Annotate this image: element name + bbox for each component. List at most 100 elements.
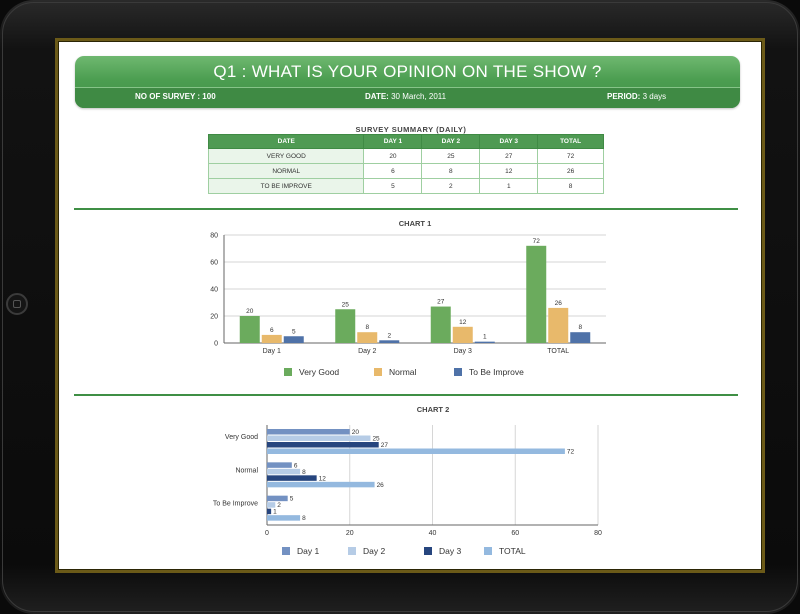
bar-total — [267, 481, 375, 488]
summary-header-cell: TOTAL — [537, 134, 604, 149]
survey-period: PERIOD: 3 days — [607, 92, 666, 101]
data-label: 1 — [273, 509, 277, 516]
data-label: 5 — [292, 328, 296, 335]
legend-swatch — [348, 547, 356, 555]
summary-header-cell: DAY 3 — [479, 134, 539, 149]
survey-period-value: 3 days — [642, 92, 667, 101]
legend-label: Day 3 — [439, 546, 461, 556]
header-info-bar: NO OF SURVEY : 100 DATE: 30 March, 2011 … — [75, 87, 740, 108]
legend-swatch — [374, 368, 382, 376]
bar-to-be-improve — [474, 341, 495, 343]
data-label: 8 — [302, 469, 306, 476]
table-cell: 8 — [421, 163, 481, 179]
data-label: 25 — [342, 301, 350, 308]
x-tick-label: 60 — [511, 530, 519, 537]
summary-header-row: DATE DAY 1 DAY 2 DAY 3 TOTAL — [207, 134, 604, 149]
summary-table: DATE DAY 1 DAY 2 DAY 3 TOTAL VERY GOOD 2… — [207, 134, 604, 194]
summary-header-cell: DAY 2 — [421, 134, 481, 149]
row-label: TO BE IMPROVE — [207, 178, 365, 194]
bar-very-good — [430, 306, 451, 343]
data-label: 20 — [246, 308, 254, 315]
bar-day-1 — [267, 429, 350, 435]
data-label: 8 — [302, 515, 306, 522]
screen: Q1 : WHAT IS YOUR OPINION ON THE SHOW ? … — [55, 38, 765, 573]
y-tick-label: 0 — [214, 341, 218, 348]
table-cell: 25 — [421, 148, 481, 164]
data-label: 8 — [578, 324, 582, 331]
table-cell: 2 — [421, 178, 481, 194]
x-tick-label: TOTAL — [547, 348, 569, 355]
x-tick-label: 20 — [346, 530, 354, 537]
bar-to-be-improve — [379, 340, 400, 343]
data-label: 5 — [290, 496, 294, 503]
bar-very-good — [526, 245, 547, 343]
legend-label: To Be Improve — [469, 367, 524, 377]
table-cell: 12 — [479, 163, 539, 179]
legend-swatch — [282, 547, 290, 555]
x-tick-label: Day 2 — [358, 348, 376, 355]
survey-count-value: 100 — [202, 92, 216, 101]
x-tick-label: Day 1 — [263, 348, 281, 355]
x-tick-label: 0 — [265, 530, 269, 537]
y-tick-label: 40 — [210, 287, 218, 294]
data-label: 12 — [459, 319, 467, 326]
data-label: 2 — [277, 502, 281, 509]
legend-label: Day 1 — [297, 546, 319, 556]
survey-period-label: PERIOD: — [607, 92, 641, 101]
bar-day-1 — [267, 462, 292, 468]
bar-very-good — [335, 309, 356, 343]
bar-to-be-improve — [283, 336, 304, 343]
legend-swatch — [454, 368, 462, 376]
survey-date-label: DATE: — [365, 92, 389, 101]
y-tick-label: Very Good — [225, 434, 258, 441]
data-label: 1 — [483, 334, 487, 341]
y-tick-label: 20 — [210, 314, 218, 321]
bar-total — [267, 515, 301, 521]
summary-title: SURVEY SUMMARY (DAILY) — [355, 125, 467, 134]
data-label: 72 — [567, 449, 575, 456]
table-row: TO BE IMPROVE 5 2 1 8 — [207, 178, 604, 194]
bar-day-1 — [267, 495, 288, 502]
table-cell: 72 — [537, 148, 604, 164]
row-label: VERY GOOD — [207, 148, 365, 164]
bar-day-3 — [267, 508, 272, 515]
legend-swatch — [284, 368, 292, 376]
legend-swatch — [484, 547, 492, 555]
data-label: 20 — [352, 429, 360, 436]
legend-label: Normal — [389, 367, 417, 377]
data-label: 8 — [365, 324, 369, 331]
data-label: 6 — [294, 462, 298, 469]
survey-count-label: NO OF SURVEY : — [135, 92, 201, 101]
data-label: 26 — [555, 300, 563, 307]
bar-day-2 — [267, 502, 276, 508]
table-cell: 6 — [363, 163, 423, 179]
y-tick-label: To Be Improve — [213, 501, 258, 508]
table-cell: 1 — [479, 178, 539, 194]
data-label: 26 — [377, 482, 385, 489]
y-tick-label: Normal — [235, 467, 258, 474]
data-label: 72 — [533, 238, 541, 245]
x-tick-label: 80 — [594, 530, 602, 537]
home-button[interactable] — [6, 293, 28, 315]
legend-swatch — [424, 547, 432, 555]
bar-day-3 — [267, 475, 317, 481]
bar-day-3 — [267, 442, 379, 448]
data-label: 25 — [372, 436, 380, 443]
bar-normal — [548, 307, 569, 343]
header-banner: Q1 : WHAT IS YOUR OPINION ON THE SHOW ? … — [75, 56, 740, 108]
bar-normal — [261, 334, 282, 343]
x-tick-label: 40 — [429, 530, 437, 537]
bar-normal — [357, 332, 378, 343]
bar-normal — [452, 326, 473, 343]
table-cell: 8 — [537, 178, 604, 194]
data-label: 12 — [319, 475, 327, 482]
summary-header-cell: DAY 1 — [363, 134, 423, 149]
bar-day-2 — [267, 435, 371, 441]
summary-header-cell: DATE — [207, 134, 365, 149]
x-tick-label: Day 3 — [454, 348, 472, 355]
bar-very-good — [239, 316, 260, 343]
y-tick-label: 60 — [210, 260, 218, 267]
bar-to-be-improve — [570, 332, 591, 343]
